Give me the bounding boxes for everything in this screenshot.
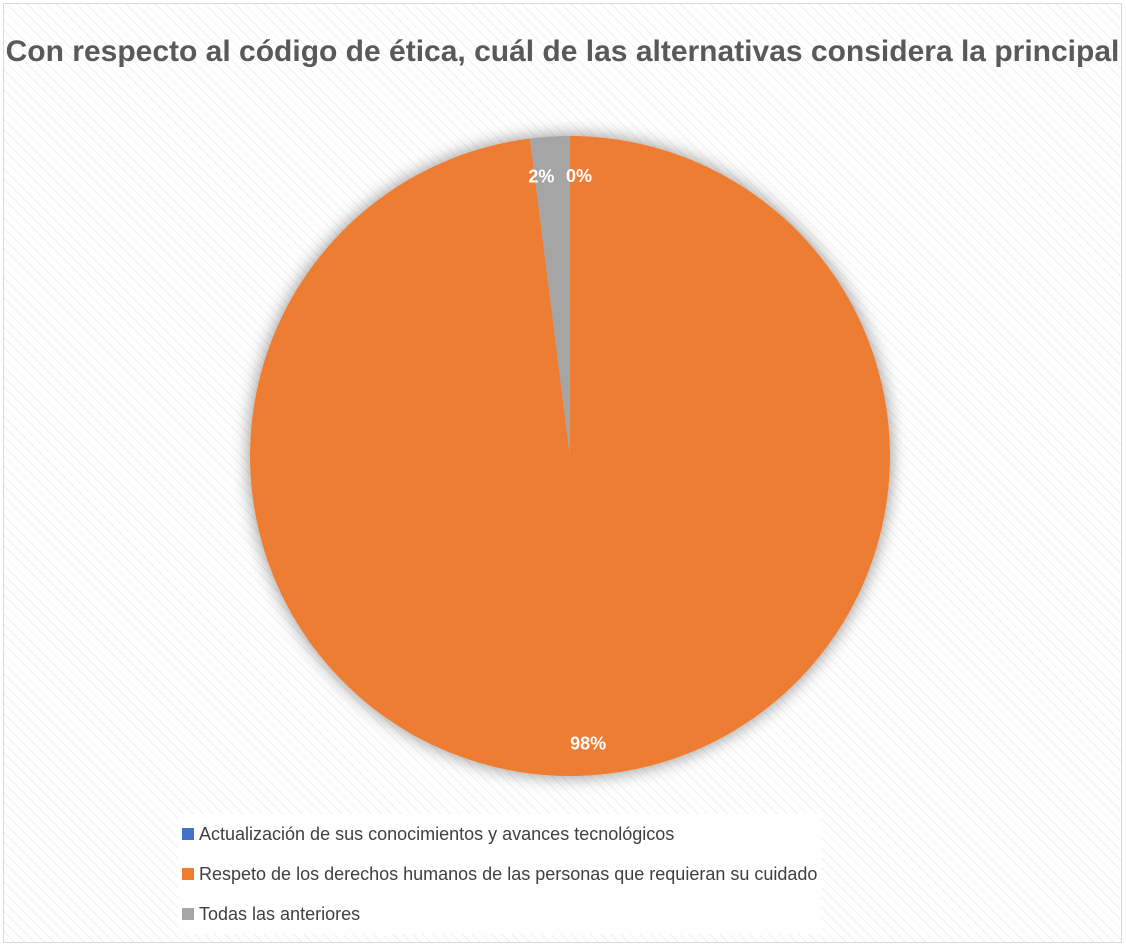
data-label-todas: 2% bbox=[528, 167, 554, 187]
legend-swatch-respeto bbox=[182, 868, 194, 880]
pie-slice-respeto bbox=[250, 136, 891, 776]
chart-title: Con respecto al código de ética, cuál de… bbox=[5, 35, 1120, 68]
legend-label: Actualización de sus conocimientos y ava… bbox=[199, 823, 675, 844]
pie-chart: 0% 98% 2% bbox=[250, 136, 891, 776]
data-label-actualizacion: 0% bbox=[566, 166, 592, 186]
legend-label: Respeto de los derechos humanos de las p… bbox=[199, 863, 818, 884]
legend-item-actualizacion: Actualización de sus conocimientos y ava… bbox=[182, 814, 817, 854]
legend-swatch-todas bbox=[182, 908, 194, 920]
legend-label: Todas las anteriores bbox=[199, 903, 361, 924]
legend-swatch-actualizacion bbox=[182, 828, 194, 840]
pie-slices bbox=[250, 136, 891, 776]
pie-slice-todas bbox=[529, 136, 570, 456]
data-label-respeto: 98% bbox=[570, 733, 606, 753]
legend-item-respeto: Respeto de los derechos humanos de las p… bbox=[182, 854, 817, 894]
pie-data-labels: 0% 98% 2% bbox=[528, 166, 606, 753]
legend: Actualización de sus conocimientos y ava… bbox=[178, 814, 822, 934]
legend-item-todas: Todas las anteriores bbox=[182, 894, 817, 934]
chart-area: Con respecto al código de ética, cuál de… bbox=[3, 3, 1122, 943]
